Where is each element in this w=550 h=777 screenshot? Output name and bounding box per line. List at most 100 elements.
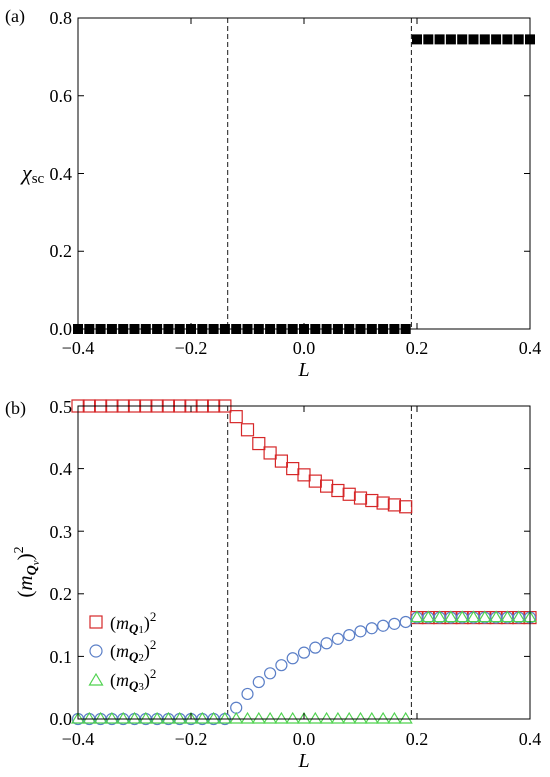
data-point-triangle: [466, 610, 481, 623]
data-point-triangle: [127, 711, 142, 724]
x-tick-label: −0.4: [62, 338, 95, 358]
x-tick-label: 0.4: [519, 729, 542, 749]
svg-text:(mQν)2: (mQν)2: [12, 546, 42, 597]
x-axis-label-a: L: [297, 359, 309, 381]
data-point-square: [457, 34, 468, 45]
y-tick-label: 0.4: [50, 164, 73, 184]
y-tick-label: 0.0: [50, 709, 73, 729]
data-point-triangle: [217, 711, 232, 724]
x-tick-label: −0.2: [175, 338, 208, 358]
data-point-triangle: [398, 711, 413, 724]
data-point-triangle: [409, 610, 425, 623]
data-point-circle: [365, 622, 378, 635]
data-point-square: [263, 446, 277, 460]
data-point-square: [353, 491, 368, 505]
panel-label-a: (a): [5, 6, 25, 27]
data-point-triangle: [93, 711, 108, 724]
data-point-triangle: [70, 711, 86, 724]
data-point-square: [308, 474, 322, 488]
data-point-triangle: [104, 711, 119, 724]
data-point-square: [286, 462, 300, 476]
data-point-triangle: [138, 711, 153, 724]
data-point-circle: [275, 659, 288, 672]
y-axis-label-b: (mQν)2: [12, 546, 42, 597]
legend-entry-q2: (mQ2)2: [110, 637, 156, 664]
legend-circle-marker: [89, 644, 103, 658]
data-point-triangle: [161, 711, 176, 724]
data-point-triangle: [477, 610, 492, 623]
legend: (mQ1)2 (mQ2)2 (mQ3)2: [88, 609, 156, 693]
legend-entry-q3: (mQ3)2: [110, 666, 156, 693]
data-point-circle: [252, 675, 265, 689]
panel-a: (a) −0.4 −0.2 0.0 0.2 0.4 0.0 0.2 0.4 0.…: [5, 6, 541, 381]
y-tick-label: 0.2: [50, 584, 73, 604]
data-point-square: [434, 34, 445, 45]
data-point-square: [479, 34, 490, 45]
data-point-circle: [343, 629, 356, 642]
data-point-triangle: [251, 711, 266, 724]
data-point-triangle: [240, 711, 255, 724]
data-point-triangle: [511, 610, 526, 623]
data-point-square: [412, 34, 422, 45]
data-point-square: [365, 493, 379, 508]
data-point-triangle: [116, 711, 131, 724]
data-point-triangle: [353, 711, 368, 724]
x-tick-label: 0.0: [293, 338, 316, 358]
data-point-triangle: [500, 610, 515, 623]
data-point-square: [252, 436, 266, 451]
data-point-square: [376, 496, 390, 510]
data-point-square: [491, 34, 502, 45]
x-tick-label: −0.2: [175, 729, 208, 749]
data-point-square: [387, 498, 401, 512]
data-point-triangle: [263, 711, 278, 724]
data-point-square: [240, 423, 255, 437]
data-point-square: [331, 483, 345, 498]
data-point-triangle: [274, 711, 289, 724]
data-point-triangle: [172, 711, 187, 724]
data-point-square: [513, 34, 524, 45]
data-point-triangle: [308, 711, 323, 724]
data-point-triangle: [489, 610, 504, 623]
data-point-triangle: [443, 610, 458, 623]
data-point-square: [445, 34, 456, 45]
data-point-circle: [354, 625, 367, 638]
data-point-square: [423, 34, 434, 45]
data-point-triangle: [330, 711, 345, 724]
data-point-triangle: [183, 711, 199, 724]
y-axis-label-a: χsc: [20, 160, 45, 187]
data-point-circle: [286, 652, 299, 665]
legend-square-marker: [89, 615, 103, 629]
data-point-circle: [230, 701, 243, 714]
data-point-circle: [377, 619, 390, 632]
x-tick-label: 0.2: [406, 338, 429, 358]
y-tick-label: 0.5: [50, 397, 73, 417]
data-point-triangle: [229, 711, 244, 724]
legend-triangle-marker: [88, 672, 104, 686]
y-tick-label: 0.1: [50, 647, 73, 667]
panel-label-b: (b): [5, 398, 26, 419]
data-point-triangle: [82, 711, 97, 724]
y-tick-label: 0.8: [50, 8, 73, 28]
data-point-triangle: [432, 610, 447, 623]
y-tick-label: 0.0: [50, 319, 73, 339]
data-point-triangle: [206, 711, 221, 724]
data-point-triangle: [342, 711, 357, 724]
data-point-triangle: [387, 711, 402, 724]
data-point-triangle: [421, 610, 436, 623]
x-tick-label: 0.0: [293, 729, 316, 749]
data-point-circle: [320, 637, 333, 650]
y-tick-label: 0.2: [50, 241, 73, 261]
data-point-triangle: [319, 711, 334, 724]
data-point-square: [297, 468, 311, 482]
x-tick-label: −0.4: [62, 729, 95, 749]
data-point-triangle: [455, 610, 470, 623]
panel-b: (b) −0.4 −0.2 0.0 0.2 0.4 0.0 0.1 0.2 0.…: [5, 397, 541, 772]
y-tick-label: 0.4: [50, 459, 73, 479]
y-tick-label: 0.6: [50, 86, 73, 106]
data-point-circle: [264, 667, 277, 680]
data-point-circle: [309, 641, 322, 654]
data-point-square: [502, 34, 513, 45]
data-point-square: [320, 479, 334, 493]
data-point-circle: [388, 617, 401, 630]
